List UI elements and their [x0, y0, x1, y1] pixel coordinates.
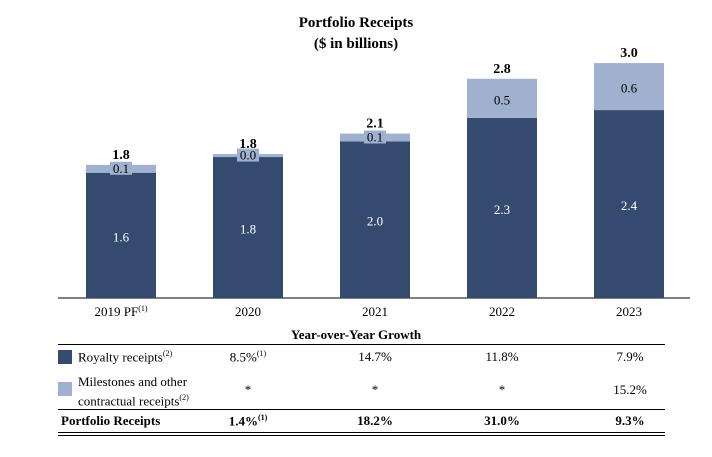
royalty-growth-2021: 14.7%	[358, 349, 392, 364]
bar-royalty-3	[467, 117, 537, 298]
data-label-milestones-1: 0.0	[240, 148, 256, 163]
milestones-growth-2023: 15.2%	[613, 382, 647, 397]
bar-royalty-2	[340, 141, 410, 298]
chart-title: Portfolio Receipts	[298, 15, 414, 31]
data-label-royalty-0: 1.6	[113, 229, 130, 244]
total-label-0: 1.8	[112, 148, 130, 163]
data-label-bg-1	[237, 148, 259, 162]
yoy-bottom-rule-2	[58, 435, 665, 436]
x-tick-label-2: 2021	[362, 304, 388, 319]
x-tick-label-0: 2019 PF(1)	[94, 304, 147, 319]
milestones-growth-2020: *	[244, 382, 252, 397]
total-label-3: 2.8	[493, 62, 511, 77]
yoy-row-royalty: Royalty receipts(2) 8.5%(1) 14.7% 11.8% …	[58, 349, 665, 369]
portfolio-growth-2020: 1.4%(1)	[228, 413, 268, 429]
x-tick-label-3: 2022	[489, 304, 515, 319]
yoy-title: Year-over-Year Growth	[290, 327, 422, 342]
royalty-legend-swatch	[58, 350, 72, 364]
milestones-legend-swatch	[58, 382, 72, 396]
data-label-milestones-4: 0.6	[621, 81, 638, 96]
milestones-growth-2021: *	[371, 382, 379, 397]
portfolio-growth-2021: 18.2%	[357, 413, 393, 428]
total-label-4: 3.0	[620, 46, 638, 61]
bar-royalty-0	[86, 172, 156, 298]
data-label-milestones-3: 0.5	[494, 92, 510, 107]
royalty-row-label: Royalty receipts(2)	[78, 349, 173, 365]
milestones-row-label: Milestones and other contractual receipts…	[78, 374, 189, 409]
data-label-royalty-1: 1.8	[240, 222, 256, 237]
royalty-growth-2023: 7.9%	[616, 349, 644, 364]
total-label-1: 1.8	[239, 137, 257, 152]
data-label-milestones-0: 0.1	[113, 161, 129, 176]
portfolio-growth-2022: 31.0%	[484, 413, 520, 428]
data-label-bg-2	[364, 130, 386, 144]
data-label-royalty-2: 2.0	[367, 214, 383, 229]
x-tick-label-4: 2023	[616, 304, 642, 319]
milestones-growth-2022: *	[498, 382, 506, 397]
bar-royalty-4	[594, 110, 664, 298]
data-label-milestones-2: 0.1	[367, 129, 383, 144]
yoy-row-portfolio: Portfolio Receipts 1.4%(1) 18.2% 31.0% 9…	[58, 413, 665, 433]
data-label-royalty-4: 2.4	[621, 198, 638, 213]
bar-royalty-1	[213, 157, 283, 298]
royalty-growth-2020: 8.5%(1)	[229, 349, 267, 365]
bar-milestones-3	[467, 78, 537, 118]
yoy-bottom-rule-1	[58, 432, 665, 433]
bar-milestones-4	[594, 63, 664, 111]
chart-subtitle: ($ in billions)	[313, 36, 399, 52]
yoy-row-milestones: Milestones and other contractual receipts…	[58, 374, 665, 409]
x-tick-label-1: 2020	[235, 304, 261, 319]
royalty-growth-2022: 11.8%	[485, 349, 519, 364]
yoy-top-rule	[58, 344, 665, 345]
data-label-royalty-3: 2.3	[494, 202, 510, 217]
portfolio-growth-2023: 9.3%	[615, 413, 645, 428]
data-label-bg-0	[110, 161, 132, 175]
total-label-2: 2.1	[366, 117, 384, 132]
yoy-mid-rule	[58, 409, 665, 410]
portfolio-row-label: Portfolio Receipts	[61, 413, 161, 428]
